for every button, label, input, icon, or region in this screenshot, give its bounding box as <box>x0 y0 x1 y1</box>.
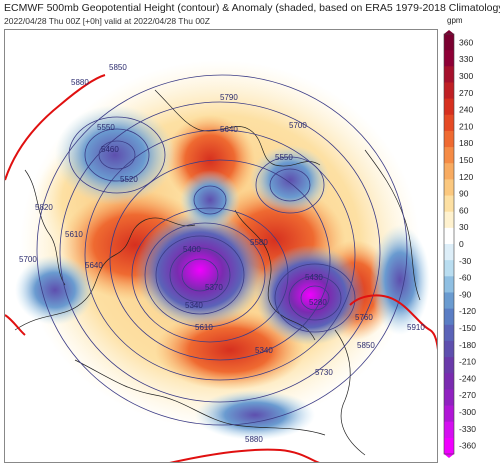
colorbar-tick-label: 360 <box>459 37 473 47</box>
colorbar-segment <box>444 244 454 261</box>
contour-label: 5790 <box>220 93 238 102</box>
contour-label: 5550 <box>97 123 115 132</box>
anomaly-colorbar: 360 330 300 270 240 210 180 150 120 90 60 30 0 -30 -60… <box>440 30 500 460</box>
colorbar-bottom-arrow <box>444 454 454 458</box>
colorbar-tick-label: 150 <box>459 155 473 165</box>
colorbar-unit: gpm <box>447 16 463 25</box>
colorbar-tick-label: 0 <box>459 239 464 249</box>
contour-label: 5700 <box>289 121 307 130</box>
colorbar-svg: 3603303002702402101801501209060300-30-60… <box>443 30 476 458</box>
colorbar-tick-label: -60 <box>459 273 472 283</box>
colorbar-tick-label: 120 <box>459 172 473 182</box>
colorbar-segment <box>444 34 454 51</box>
contour-label: 5610 <box>65 230 83 239</box>
colorbar-segment <box>444 276 454 293</box>
colorbar-tick-label: -270 <box>459 390 476 400</box>
contour-label: 5430 <box>305 273 323 282</box>
contour-label: 5370 <box>205 283 223 292</box>
colorbar-tick-label: 240 <box>459 105 473 115</box>
colorbar-segment <box>444 260 454 277</box>
contour-label: 5340 <box>255 346 273 355</box>
contour-label: 5820 <box>35 203 53 212</box>
colorbar-tick-label: -240 <box>459 373 476 383</box>
contour-label: 5850 <box>109 63 127 72</box>
colorbar-tick-label: -300 <box>459 407 476 417</box>
contour-label: 5880 <box>71 78 89 87</box>
contour-label: 5850 <box>357 341 375 350</box>
colorbar-segment <box>444 179 454 197</box>
colorbar-segment <box>444 50 454 67</box>
colorbar-segment <box>444 147 454 164</box>
colorbar-segment <box>444 195 454 213</box>
height-contours <box>36 74 408 426</box>
colorbar-top-arrow <box>444 30 454 34</box>
colorbar-segment <box>444 389 454 407</box>
colorbar-tick-label: -90 <box>459 289 472 299</box>
colorbar-tick-label: 90 <box>459 189 469 199</box>
colorbar-tick-label: -330 <box>459 424 476 434</box>
colorbar-tick-label: -30 <box>459 256 472 266</box>
contour-label: 5400 <box>183 245 201 254</box>
colorbar-tick-label: 210 <box>459 121 473 131</box>
contour-label: 5910 <box>407 323 425 332</box>
colorbar-segment <box>444 340 454 358</box>
colorbar-tick-label: -120 <box>459 306 476 316</box>
colorbar-segment <box>444 437 454 455</box>
contour-label: 5460 <box>101 145 119 154</box>
colorbar-frame <box>443 33 455 455</box>
coastlines <box>14 89 421 456</box>
colorbar-segment <box>444 211 454 229</box>
colorbar-tick-label: 60 <box>459 205 469 215</box>
colorbar-segment <box>444 308 454 326</box>
colorbar-tick-label: 330 <box>459 54 473 64</box>
contour-label: 5280 <box>309 298 327 307</box>
contour-label: 5580 <box>250 238 268 247</box>
chart-title: ECMWF 500mb Geopotential Height (contour… <box>4 2 500 14</box>
colorbar-tick-label: -210 <box>459 357 476 367</box>
polar-map: 5880 5850 5790 5700 5550 5460 5520 5640 … <box>4 29 438 463</box>
colorbar-segment <box>444 357 454 374</box>
red-5880-contours <box>5 74 437 462</box>
colorbar-segment <box>444 130 454 148</box>
contour-label: 5640 <box>220 125 238 134</box>
contour-label: 5880 <box>245 435 263 444</box>
contour-label: 5610 <box>195 323 213 332</box>
contour-label: 5640 <box>85 261 103 270</box>
colorbar-segment <box>444 324 454 342</box>
colorbar-tick-label: 300 <box>459 71 473 81</box>
colorbar-segment <box>444 163 454 180</box>
colorbar-segment <box>444 292 454 310</box>
contour-label: 5520 <box>120 175 138 184</box>
chart-subtitle: 2022/04/28 Thu 00Z [+0h] valid at 2022/0… <box>4 16 210 26</box>
contour-label: 5700 <box>19 255 37 264</box>
colorbar-tick-label: 30 <box>459 222 469 232</box>
colorbar-segment <box>444 98 454 116</box>
colorbar-segment <box>444 373 454 390</box>
colorbar-segment <box>444 227 454 245</box>
colorbar-tick-label: -150 <box>459 323 476 333</box>
colorbar-segment <box>444 66 454 83</box>
contour-label: 5340 <box>185 301 203 310</box>
contour-label: 5550 <box>275 153 293 162</box>
colorbar-segment <box>444 421 454 439</box>
colorbar-segment <box>444 114 454 132</box>
colorbar-tick-label: 270 <box>459 88 473 98</box>
colorbar-tick-label: 180 <box>459 138 473 148</box>
contour-label: 5760 <box>355 313 373 322</box>
colorbar-segment <box>444 405 454 423</box>
colorbar-tick-label: -360 <box>459 441 476 451</box>
anomaly-shading <box>15 60 430 440</box>
map-canvas: 5880 5850 5790 5700 5550 5460 5520 5640 … <box>5 60 437 462</box>
colorbar-segment <box>444 82 454 100</box>
colorbar-tick-label: -180 <box>459 340 476 350</box>
contour-label-group: 5880 5850 5790 5700 5550 5460 5520 5640 … <box>19 63 425 444</box>
contour-label: 5730 <box>315 368 333 377</box>
